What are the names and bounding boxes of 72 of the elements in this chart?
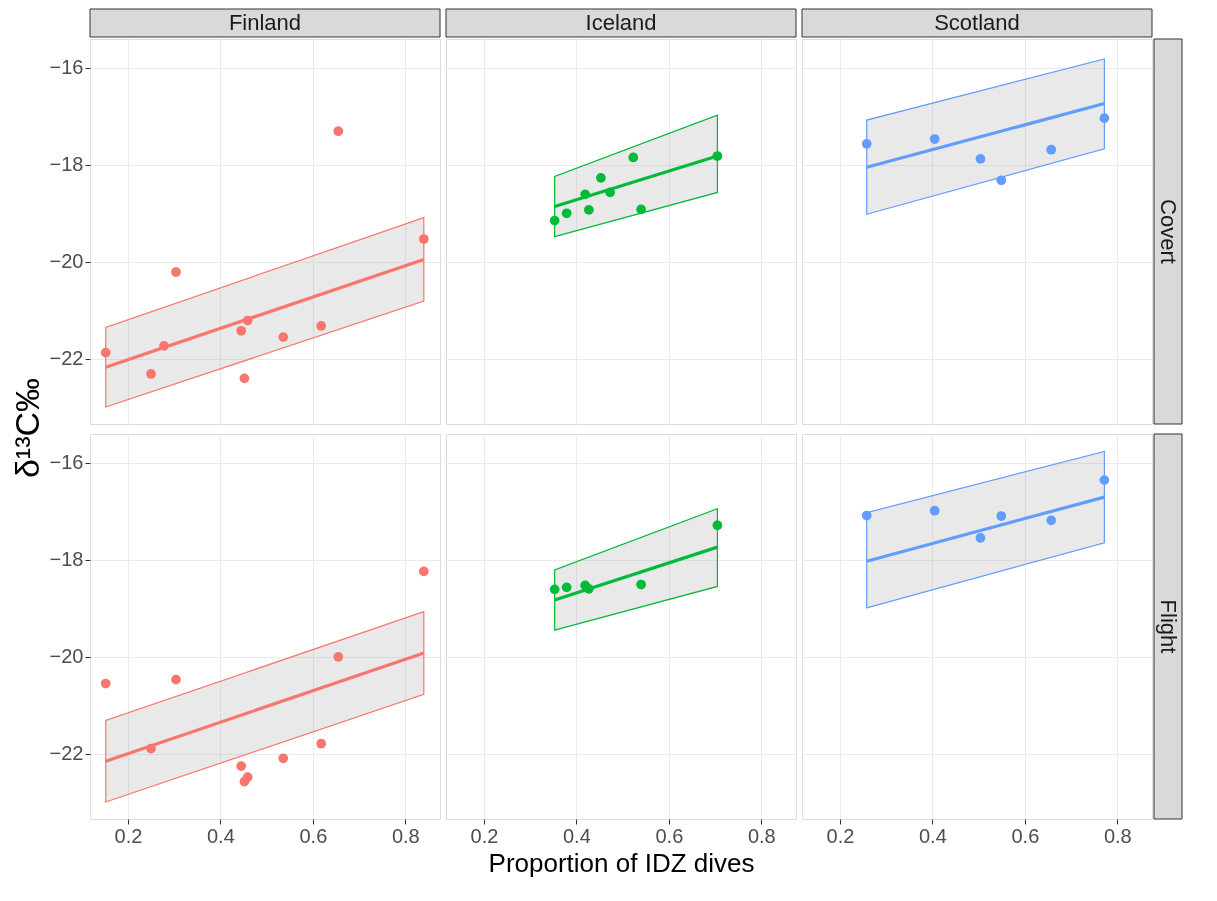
point (171, 267, 181, 277)
y-tick-label: −16 (49, 451, 84, 474)
point (712, 520, 723, 531)
point (1099, 113, 1110, 123)
point (316, 321, 327, 331)
point (418, 234, 429, 244)
point (929, 134, 940, 144)
point (561, 208, 572, 219)
point (146, 369, 156, 379)
point (278, 753, 289, 764)
chart-title: Finland (228, 10, 302, 35)
point (278, 332, 289, 342)
point (583, 205, 594, 215)
text: Flight (1156, 599, 1181, 654)
point (333, 126, 344, 137)
point (549, 215, 560, 226)
point (580, 189, 591, 200)
point (1046, 144, 1057, 155)
x-tick-label: 0.6 (299, 824, 328, 847)
x-tick-label: 0.2 (826, 824, 855, 847)
point (316, 738, 327, 749)
point (236, 761, 247, 771)
point (628, 152, 639, 163)
point (239, 373, 250, 384)
point (996, 511, 1007, 521)
y-tick-label: −16 (49, 56, 84, 79)
point (975, 154, 986, 164)
y-tick-label: −22 (49, 347, 84, 370)
y-tick-label: −20 (49, 645, 84, 668)
y-tick-label: −20 (49, 250, 84, 273)
point (561, 582, 572, 593)
point (100, 347, 111, 358)
point (549, 584, 560, 595)
point (929, 505, 940, 516)
point (236, 325, 247, 336)
x-tick-label: 0.8 (391, 824, 420, 847)
x-tick-label: 0.6 (1011, 824, 1040, 847)
point (1099, 475, 1110, 485)
point (1046, 515, 1057, 526)
x-axis-title: Proportion of IDZ dives (488, 847, 755, 878)
point (418, 566, 429, 577)
point (146, 743, 156, 754)
point (605, 187, 616, 198)
y-tick-label: −22 (49, 742, 84, 765)
point (861, 139, 872, 149)
x-tick-label: 0.2 (470, 824, 499, 847)
point (333, 651, 344, 662)
chart-title: Scotland (934, 10, 1020, 35)
point (975, 533, 986, 543)
point (596, 172, 606, 183)
point (636, 204, 646, 215)
x-tick-label: 0.8 (1103, 824, 1132, 847)
y-tick-label: −18 (49, 153, 84, 176)
point (712, 151, 723, 161)
point (242, 315, 253, 326)
text: Covert (1156, 199, 1181, 264)
x-tick-label: 0.4 (206, 824, 235, 847)
point (159, 340, 169, 351)
point (242, 772, 253, 783)
x-tick-label: 0.8 (747, 824, 776, 847)
y-axis-title: δ¹³C‰ (8, 377, 46, 479)
point (861, 510, 872, 521)
point (100, 678, 111, 689)
point (171, 674, 181, 685)
x-tick-label: 0.2 (114, 824, 143, 847)
y-tick-label: −18 (49, 548, 84, 571)
x-tick-label: 0.6 (655, 824, 684, 847)
x-tick-label: 0.4 (562, 824, 591, 847)
x-tick-label: 0.4 (918, 824, 947, 847)
chart-title: Iceland (585, 10, 657, 35)
point (636, 579, 646, 590)
point (996, 175, 1007, 186)
